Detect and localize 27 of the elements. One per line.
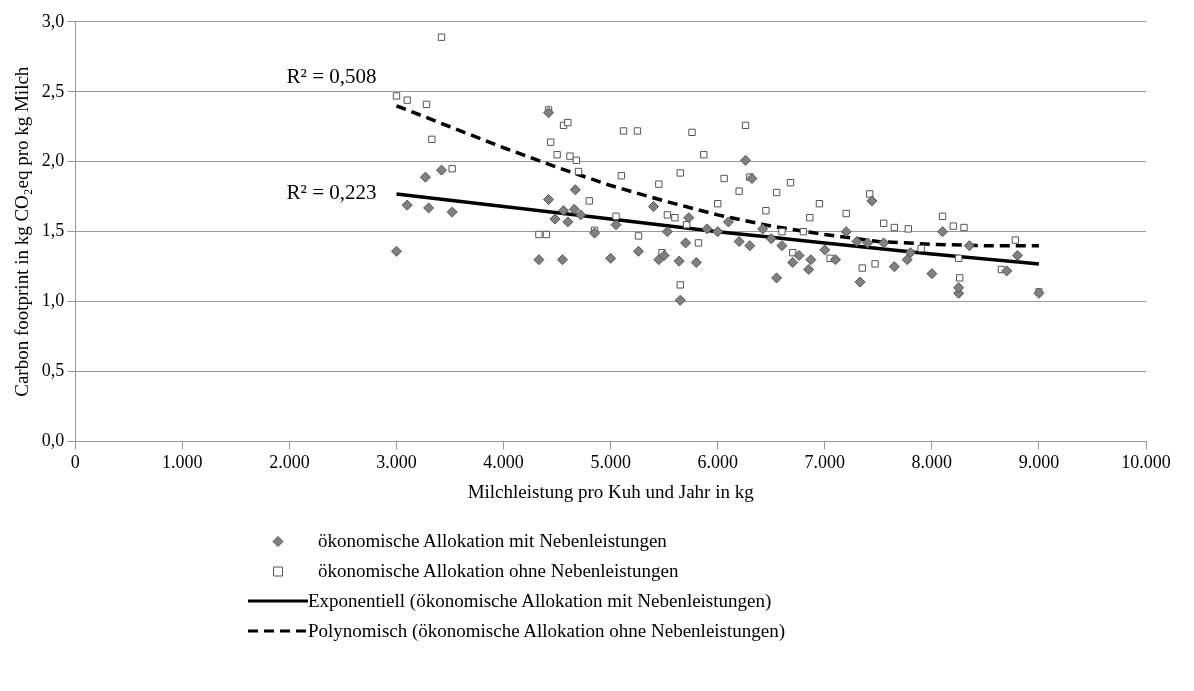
y-tick-label: 0,5: [41, 360, 65, 381]
x-tick-label: 10.000: [1121, 452, 1171, 473]
y-tick-label: 0,0: [41, 430, 65, 451]
y-tick-label: 3,0: [41, 10, 65, 31]
legend-label: ökonomische Allokation ohne Nebenleistungen: [318, 560, 679, 582]
y-axis-title: Carbon footprint in kg CO₂eq pro kg Milch: [11, 66, 33, 397]
x-axis-title: Milchleistung pro Kuh und Jahr in kg: [467, 480, 755, 502]
y-tick-label: 1,0: [41, 290, 65, 311]
x-tick-label: 6.000: [697, 452, 738, 473]
x-tick-label: 8.000: [911, 452, 953, 473]
x-tick-label: 4.000: [483, 452, 524, 473]
x-tick-label: 7.000: [804, 452, 846, 473]
x-tick-label: 3.000: [376, 452, 417, 473]
x-tick-label: 2.000: [269, 452, 310, 473]
legend-label: ökonomische Allokation mit Nebenleistungen: [318, 530, 667, 552]
annotation: R² = 0,508: [286, 64, 377, 89]
y-tick-label: 2,5: [41, 80, 65, 101]
y-tick-label: 1,5: [41, 220, 65, 241]
legend-label: Exponentiell (ökonomische Allokation mit Nebenleistungen): [308, 590, 772, 612]
x-tick-label: 9.000: [1018, 452, 1060, 473]
legend-label: Polynomisch (ökonomische Allokation ohne Nebenleistungen): [308, 620, 786, 642]
x-tick-label: 0: [70, 452, 80, 473]
line-series: [394, 104, 1041, 248]
y-tick-label: 2,0: [41, 150, 65, 171]
x-tick-label: 5.000: [590, 452, 631, 473]
annotation: R² = 0,223: [286, 180, 377, 205]
x-tick-label: 1.000: [162, 452, 203, 473]
